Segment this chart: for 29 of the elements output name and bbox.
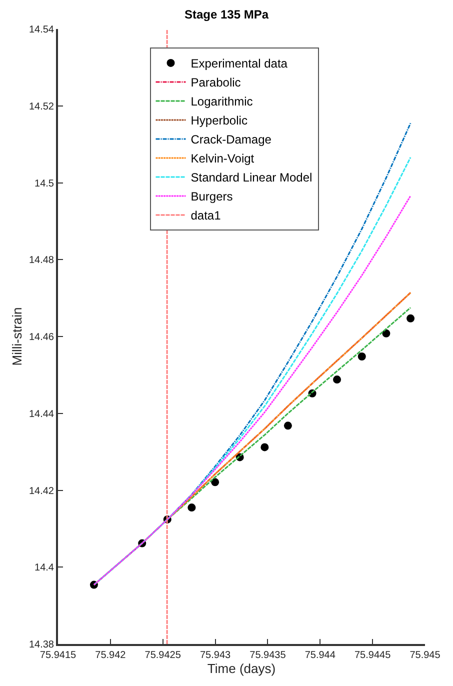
y-tick-label: 14.46 (28, 332, 54, 343)
y-tick-label: 14.54 (28, 24, 54, 36)
x-tick-label: 75.943 (200, 650, 232, 661)
legend-label: Burgers (190, 190, 233, 204)
legend-label: Kelvin-Voigt (190, 152, 255, 166)
x-tick-label: 75.945 (410, 650, 441, 661)
x-tick-label: 75.942 (95, 650, 126, 661)
y-axis-title: Milli-strain (9, 307, 24, 366)
x-axis-title: Time (days) (207, 661, 276, 676)
legend-label: Hyperbolic (190, 114, 248, 128)
y-tick-label: 14.52 (28, 101, 54, 112)
legend-label: Standard Linear Model (190, 170, 312, 185)
chart-title: Stage 135 MPa (184, 8, 269, 22)
x-tick-label: 75.9415 (40, 650, 77, 661)
legend-label: Experimental data (190, 56, 288, 71)
legend-label: Parabolic (190, 76, 241, 90)
x-tick-label: 75.9445 (354, 650, 392, 661)
legend-label: data1 (190, 208, 222, 223)
x-tick-label: 75.944 (304, 650, 336, 661)
y-tick-label: 14.4 (34, 562, 54, 574)
y-tick-label: 14.42 (28, 486, 54, 497)
y-tick-label: 14.44 (28, 408, 54, 420)
legend-label: Crack-Damage (190, 132, 272, 147)
x-tick-label: 75.9435 (250, 650, 286, 661)
y-tick-label: 14.38 (28, 640, 54, 650)
x-tick-label: 75.9425 (144, 650, 182, 661)
y-tick-label: 14.5 (34, 178, 54, 190)
legend-label: Logarithmic (190, 94, 253, 109)
y-tick-label: 14.48 (28, 255, 54, 266)
